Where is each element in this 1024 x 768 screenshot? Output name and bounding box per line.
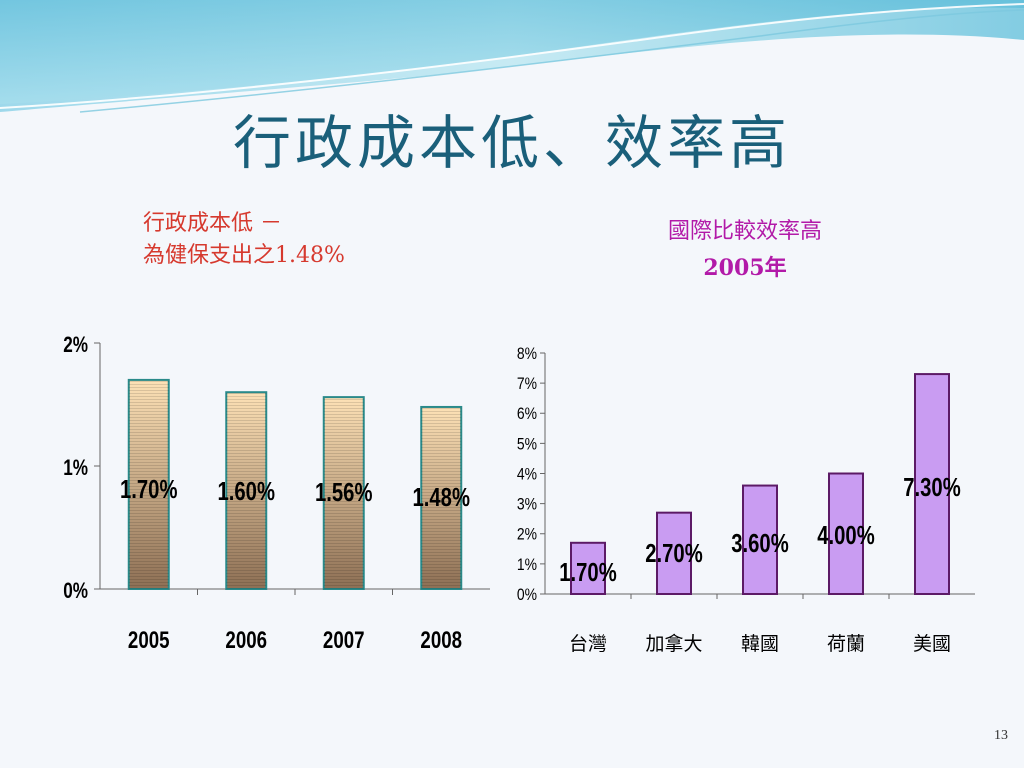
right-y-tick-label: 7% — [517, 375, 537, 394]
right-x-tick-label: 加拿大 — [645, 632, 702, 655]
right-bar-荷蘭 — [828, 472, 864, 595]
left-y-tick-label: 0% — [63, 579, 88, 604]
left-x-tick-label: 2008 — [420, 627, 462, 654]
right-data-label: 4.00% — [817, 521, 875, 550]
right-y-tick-label: 5% — [517, 435, 537, 454]
left-caption: 行政成本低 － 為健保支出之1.48% — [143, 208, 473, 272]
left-bar-texture-2006 — [226, 392, 267, 589]
right-x-tick-label: 台灣 — [569, 633, 607, 655]
left-data-label: 1.70% — [120, 475, 178, 504]
right-x-tick-label: 荷蘭 — [827, 633, 865, 655]
right-y-tick-label: 8% — [517, 345, 537, 364]
left-x-tick-label: 2007 — [323, 627, 365, 654]
left-y-tick-label: 1% — [63, 456, 88, 481]
right-bar-美國 — [914, 373, 950, 595]
right-data-label: 7.30% — [903, 473, 961, 502]
right-caption-year: 2005年 — [703, 255, 787, 281]
left-bar-texture-2007 — [323, 397, 364, 589]
right-caption-line-1: 國際比較效率高 — [667, 219, 822, 244]
left-data-label: 1.56% — [315, 478, 373, 507]
left-data-label: 1.48% — [413, 483, 471, 512]
right-y-tick-label: 3% — [517, 495, 537, 514]
right-x-tick-label: 韓國 — [741, 633, 779, 655]
right-y-tick-label: 4% — [517, 465, 537, 484]
left-x-tick-label: 2005 — [128, 627, 170, 654]
right-y-tick-label: 1% — [517, 556, 537, 575]
slide-title: 行政成本低、效率高 — [232, 109, 791, 177]
right-y-tick-label: 2% — [517, 526, 537, 545]
right-y-tick-label: 6% — [517, 405, 537, 424]
right-y-tick-label: 0% — [517, 586, 537, 605]
right-data-label: 3.60% — [731, 529, 789, 558]
page-number: 13 — [994, 728, 1008, 743]
left-caption-line-2: 為健保支出之1.48% — [143, 243, 345, 268]
left-data-label: 1.60% — [218, 477, 276, 506]
left-bar-texture-2008 — [421, 406, 462, 589]
left-caption-line-1: 行政成本低 － — [143, 211, 282, 236]
right-data-label: 1.70% — [559, 558, 617, 587]
left-y-tick-label: 2% — [63, 333, 88, 358]
left-bar-texture-2005 — [128, 379, 169, 589]
right-bar-台灣 — [570, 541, 606, 595]
right-bar-加拿大 — [656, 511, 692, 595]
right-x-tick-label: 美國 — [913, 633, 951, 655]
right-data-label: 2.70% — [645, 539, 703, 568]
right-caption: 國際比較效率高 2005年 — [600, 214, 890, 286]
left-x-tick-label: 2006 — [225, 627, 267, 654]
right-bar-韓國 — [742, 484, 778, 595]
